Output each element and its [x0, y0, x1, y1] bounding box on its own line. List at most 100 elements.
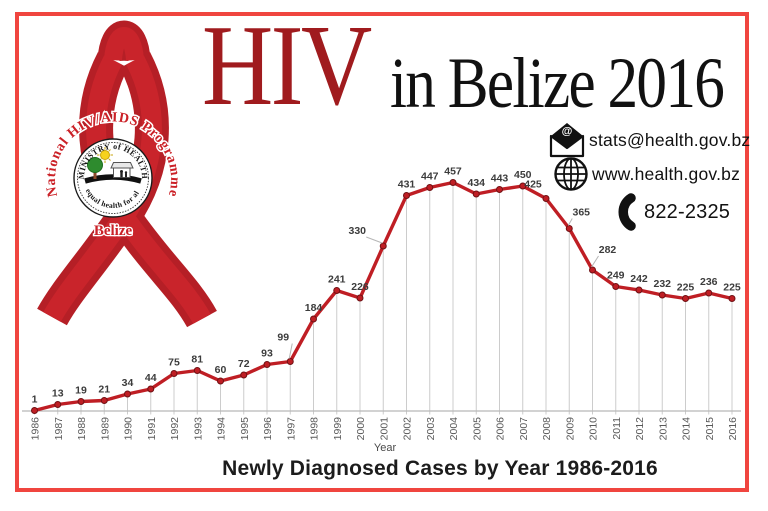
data-point-value: 330: [348, 225, 366, 237]
data-point-marker: [31, 407, 38, 414]
x-tick-label: 2000: [355, 417, 367, 441]
data-point-marker: [193, 367, 201, 374]
data-point-value: 225: [677, 282, 695, 294]
data-point-marker: [705, 289, 713, 297]
x-tick-label: 2008: [541, 417, 553, 441]
x-tick-label: 2014: [681, 417, 693, 441]
data-point-value: 236: [700, 276, 718, 288]
data-point-marker: [100, 397, 108, 404]
data-point-value: 225: [723, 282, 741, 294]
data-point-value: 232: [653, 278, 671, 290]
data-point-value: 21: [98, 384, 110, 396]
data-point-marker: [286, 358, 294, 365]
data-point-value: 72: [238, 358, 250, 370]
x-tick-label: 1994: [216, 417, 228, 441]
data-point-value: 242: [630, 273, 648, 285]
x-tick-label: 1999: [332, 417, 344, 441]
x-axis-label: Year: [373, 442, 397, 454]
x-tick-label: 1998: [309, 417, 321, 441]
x-tick-label: 2015: [704, 417, 716, 441]
seal-illustration: [84, 147, 142, 184]
data-point-value: 1: [32, 394, 38, 406]
x-tick-label: 2005: [471, 417, 483, 441]
label-leader-line: [567, 218, 573, 226]
x-tick-label: 2006: [495, 417, 507, 441]
page-frame: [15, 12, 749, 492]
x-tick-label: 1989: [99, 417, 111, 441]
x-tick-label: 2001: [378, 417, 390, 441]
data-point-marker: [217, 377, 224, 385]
data-point-marker: [658, 291, 666, 299]
label-leader-line: [591, 255, 599, 268]
x-tick-label: 1997: [285, 417, 297, 441]
x-tick-label: 1993: [192, 417, 204, 441]
x-tick-label: 2009: [564, 417, 576, 441]
title-rest: in Belize 2016: [390, 43, 725, 123]
data-point-marker: [565, 225, 573, 232]
x-tick-label: 1986: [30, 417, 42, 441]
data-point-marker: [77, 398, 85, 405]
aids-ribbon-logo: National HIV/AIDS Programme: [25, 18, 217, 328]
title-hiv: HIV: [202, 2, 372, 130]
x-tick-label: 2010: [588, 417, 600, 441]
contact-email-row: @ stats@health.gov.bz: [547, 122, 750, 158]
data-point-marker: [124, 390, 131, 398]
data-point-marker: [542, 195, 550, 202]
x-tick-label: 1987: [53, 417, 65, 441]
data-point-value: 443: [491, 173, 509, 185]
data-point-marker: [54, 401, 62, 408]
data-point-value: 282: [599, 244, 617, 256]
data-point-value: 249: [607, 270, 625, 282]
data-point-value: 365: [572, 207, 590, 219]
data-point-marker: [612, 283, 620, 290]
data-point-value: 457: [444, 166, 462, 178]
contact-phone-row: 822-2325: [612, 193, 730, 231]
data-point-value: 431: [398, 179, 416, 191]
data-point-marker: [635, 286, 643, 294]
data-point-value: 226: [351, 281, 369, 293]
data-point-marker: [589, 266, 596, 274]
label-leader-line: [288, 343, 293, 359]
contact-phone: 822-2325: [644, 200, 731, 223]
data-point-value: 34: [122, 377, 134, 389]
data-point-marker: [472, 190, 480, 198]
data-point-marker: [170, 370, 178, 377]
data-point-marker: [426, 184, 434, 191]
data-point-marker: [449, 179, 457, 186]
chart-title: Newly Diagnosed Cases by Year 1986-2016: [222, 457, 658, 480]
label-leader-line: [366, 236, 383, 244]
svg-text:@: @: [562, 126, 573, 138]
data-point-value: 19: [75, 385, 87, 397]
data-point-marker: [379, 242, 387, 250]
data-point-value: 81: [191, 354, 203, 366]
belize-label: Belize: [94, 223, 133, 239]
x-tick-label: 2011: [611, 417, 623, 440]
email-icon: @: [549, 123, 585, 158]
data-point-marker: [333, 287, 341, 294]
x-tick-label: 1988: [76, 417, 88, 441]
data-point-value: 44: [145, 372, 157, 384]
data-point-value: 60: [215, 364, 227, 376]
data-point-value: 447: [421, 171, 439, 183]
phone-icon: [618, 193, 636, 231]
x-tick-label: 1992: [169, 417, 181, 441]
data-point-marker: [728, 295, 736, 302]
data-point-marker: [263, 361, 271, 368]
data-point-marker: [496, 186, 503, 193]
x-tick-label: 2013: [657, 417, 669, 441]
x-tick-label: 2007: [518, 417, 530, 441]
data-point-value: 13: [52, 388, 64, 400]
x-tick-label: 2004: [448, 417, 460, 441]
x-tick-label: 2003: [425, 417, 437, 441]
x-tick-label: 2012: [634, 417, 646, 441]
globe-icon: [554, 157, 588, 191]
x-tick-label: 2016: [727, 417, 739, 441]
data-point-value: 99: [277, 332, 289, 344]
data-point-marker: [147, 385, 155, 393]
data-point-marker: [310, 315, 317, 323]
data-point-value: 450: [514, 169, 532, 181]
data-point-value: 241: [328, 274, 346, 286]
data-point-value: 425: [524, 179, 542, 191]
